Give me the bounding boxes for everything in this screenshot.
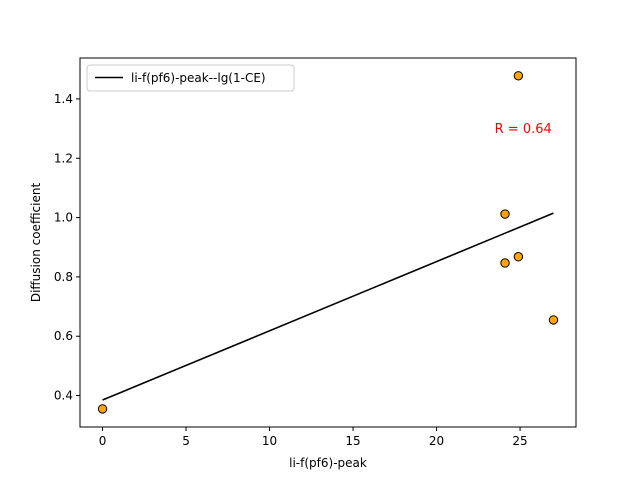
data-point <box>548 315 559 325</box>
x-tick-label: 20 <box>429 434 444 448</box>
x-tick-label: 0 <box>99 434 107 448</box>
x-axis-label: li-f(pf6)-peak <box>289 456 367 470</box>
y-tick-label: 1.2 <box>54 151 73 165</box>
legend-box <box>86 64 295 92</box>
x-axis: 0 5 10 15 20 25 <box>99 427 528 448</box>
regression-line <box>102 212 554 401</box>
data-point <box>513 71 524 81</box>
x-tick-label: 25 <box>512 434 527 448</box>
data-point <box>500 258 510 268</box>
y-tick-label: 0.8 <box>54 270 73 284</box>
correlation-annotation: R = 0.64 <box>495 122 552 137</box>
plot-area-frame <box>79 57 577 428</box>
x-tick-label: 5 <box>182 434 190 448</box>
data-point <box>97 404 108 414</box>
y-axis: 0.4 0.6 0.8 1.0 1.2 1.4 <box>54 92 80 403</box>
plot-content <box>97 71 559 414</box>
data-point <box>513 252 524 262</box>
y-tick-label: 1.0 <box>54 211 73 225</box>
data-point <box>500 209 510 219</box>
y-tick-label: 0.4 <box>54 389 73 403</box>
y-tick-label: 1.4 <box>54 92 73 106</box>
y-tick-label: 0.6 <box>54 329 73 343</box>
legend-label: li-f(pf6)-peak--lg(1-CE) <box>131 71 266 85</box>
x-tick-label: 15 <box>345 434 360 448</box>
legend: li-f(pf6)-peak--lg(1-CE) <box>86 64 295 92</box>
y-axis-label: Diffusion coefficient <box>29 183 43 303</box>
x-tick-label: 10 <box>262 434 277 448</box>
